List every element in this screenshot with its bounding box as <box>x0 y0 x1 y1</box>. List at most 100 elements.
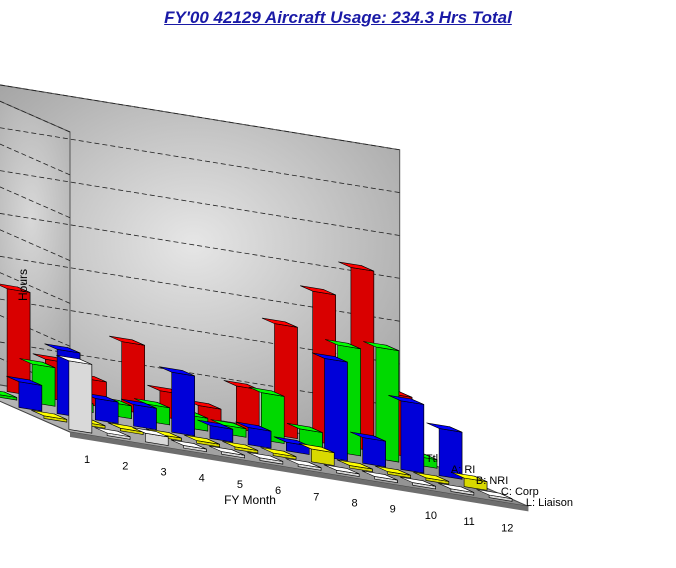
bar-top-face <box>197 419 233 430</box>
bar-c-corp-3 <box>107 422 144 435</box>
bar-top-face <box>285 458 322 468</box>
bar-b-nri-7 <box>235 421 272 449</box>
bar-front-face <box>18 381 43 412</box>
bar-top-face <box>300 285 336 296</box>
gridline <box>0 84 400 151</box>
bar-top-face <box>0 391 17 398</box>
gridline <box>0 170 400 236</box>
bar-top-face <box>235 421 272 432</box>
bar-c-corp-5 <box>184 434 220 448</box>
bar-top-face <box>438 483 474 493</box>
x-tick-label: 2 <box>122 460 128 472</box>
bar-c-corp-12 <box>451 472 488 491</box>
bar-c-corp-10 <box>375 465 411 479</box>
bar-ttl-5 <box>109 335 145 415</box>
bar-top-face <box>363 341 399 351</box>
bar-top-face <box>184 434 220 445</box>
bar-l-liaison-1 <box>56 355 93 434</box>
bar-front-face <box>362 437 386 468</box>
bar-top-face <box>209 445 245 456</box>
bar-top-face <box>361 470 398 481</box>
bar-top-face <box>109 335 145 346</box>
bar-top-face <box>94 427 131 437</box>
bar-top-face <box>413 472 449 482</box>
bar-a-ri-7 <box>210 419 247 438</box>
bar-top-face <box>375 465 411 476</box>
x-tick-label: 3 <box>160 467 166 479</box>
series-label: B: NRI <box>476 475 508 487</box>
bar-top-face <box>261 317 298 328</box>
bar-c-corp-7 <box>260 447 297 460</box>
axis-labels: 010203040506070123456789101112L: Liaison… <box>16 269 573 534</box>
bar-l-liaison-10 <box>400 476 436 490</box>
bar-l-liaison-5 <box>209 445 245 459</box>
bar-top-face <box>31 410 67 420</box>
bar-top-face <box>336 459 373 470</box>
bar-top-face <box>260 447 297 457</box>
series-label: Ttl <box>426 453 438 465</box>
bar-top-face <box>451 472 488 482</box>
bar-ttl-2 <box>0 283 31 396</box>
x-tick-label: 6 <box>275 485 281 497</box>
series-label: C: Corp <box>501 486 539 498</box>
bar-c-corp-11 <box>413 472 450 485</box>
x-tick-label: 1 <box>84 454 90 466</box>
bar-ttl-8 <box>223 380 260 433</box>
x-tick-label: 9 <box>390 504 396 516</box>
bar-front-face <box>171 371 195 437</box>
bar-front-face <box>68 360 93 434</box>
bar-c-corp-8 <box>298 443 335 466</box>
bar-top-face <box>19 358 56 368</box>
bar-top-face <box>426 422 463 433</box>
bar-top-face <box>44 343 81 354</box>
series-label: A: RI <box>451 464 475 476</box>
bar-l-liaison-8 <box>323 464 360 477</box>
x-tick-label: 10 <box>425 510 437 522</box>
series-label: L: Liaison <box>526 497 573 509</box>
bar-l-liaison-6 <box>247 452 284 465</box>
gridlines <box>0 84 400 408</box>
bar-l-liaison-9 <box>361 470 398 484</box>
bar-top-face <box>311 352 348 363</box>
bar-top-face <box>338 261 374 272</box>
bar-c-corp-1 <box>31 410 68 423</box>
bar-top-face <box>0 283 31 293</box>
bar-b-nri-12 <box>426 422 463 480</box>
bar-a-ri-1 <box>0 391 18 401</box>
chart-title: FY'00 42129 Aircraft Usage: 234.3 Hrs To… <box>164 8 512 27</box>
bar-l-liaison-2 <box>94 427 131 440</box>
bar-b-nri-11 <box>388 395 425 474</box>
bar-l-liaison-7 <box>285 458 322 471</box>
gridline <box>0 127 400 193</box>
bar-l-liaison-11 <box>438 483 475 496</box>
bar-b-nri-1 <box>6 375 43 412</box>
bar-top-face <box>286 423 323 433</box>
bar-top-face <box>120 398 157 409</box>
bar-marks <box>0 261 513 502</box>
bar-a-ri-11 <box>363 341 400 463</box>
bar-l-liaison-12 <box>476 489 513 502</box>
bar-front-face <box>95 398 119 424</box>
gridline <box>0 255 400 322</box>
x-tick-label: 5 <box>237 479 243 491</box>
bar-top-face <box>210 419 247 429</box>
bar-top-face <box>350 431 386 442</box>
x-tick-label: 8 <box>351 498 357 510</box>
bar-l-liaison-3 <box>132 427 169 446</box>
bar-l-liaison-4 <box>170 439 207 453</box>
bar-top-face <box>400 476 436 487</box>
bar-top-face <box>325 339 361 350</box>
bar-front-face <box>133 404 157 431</box>
y-axis-title: Hours <box>16 269 30 301</box>
x-tick-label: 7 <box>313 491 319 503</box>
bar-b-nri-10 <box>350 431 386 468</box>
gridline <box>0 213 400 279</box>
bar-top-face <box>134 398 170 409</box>
bar-top-face <box>56 355 92 365</box>
gridline <box>0 341 400 408</box>
bar-top-face <box>298 443 335 453</box>
gridline <box>0 298 400 365</box>
bar-top-face <box>222 441 258 451</box>
x-tick-label: 4 <box>199 473 205 485</box>
